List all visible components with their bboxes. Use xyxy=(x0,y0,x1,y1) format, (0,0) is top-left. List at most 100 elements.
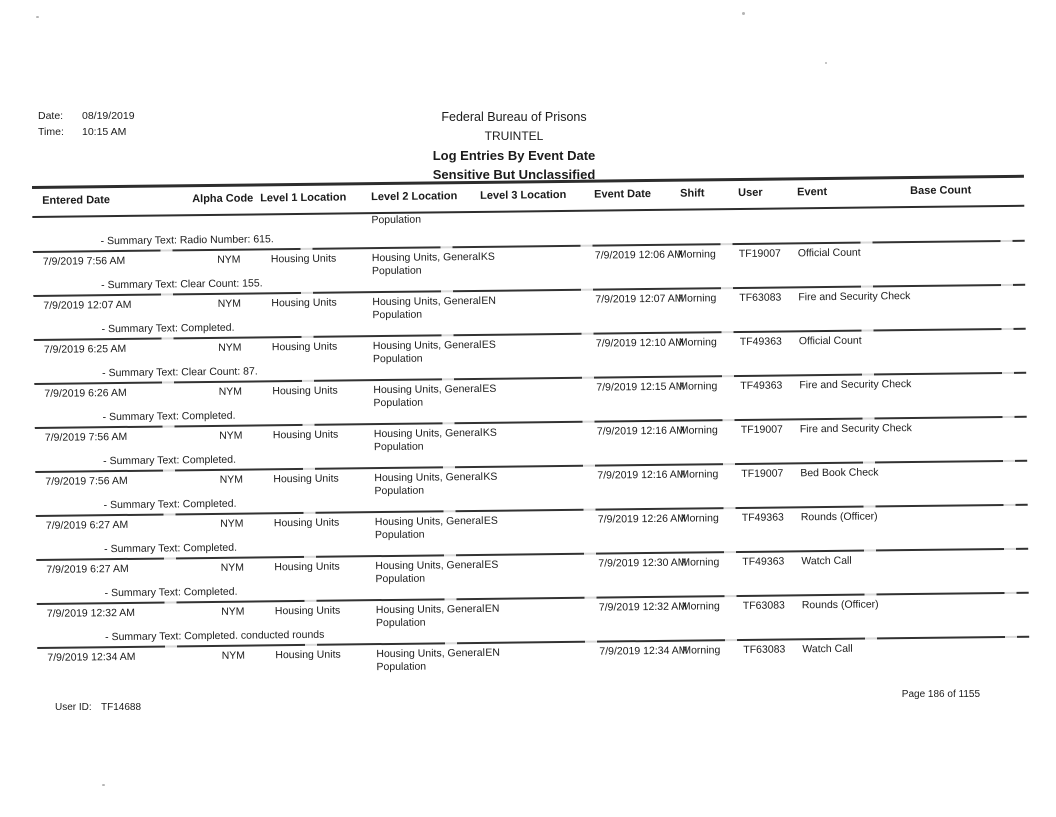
cell-event-date: 7/9/2019 12:06 AM xyxy=(594,248,684,262)
cell-alpha-code: NYM xyxy=(220,517,244,530)
cell-shift: Morning xyxy=(677,248,716,261)
cell-user: TF49363 xyxy=(742,555,785,568)
cell-shift: Morning xyxy=(682,644,721,657)
user-id-label: User ID: xyxy=(55,702,92,713)
cell-entered-date: 7/9/2019 12:07 AM xyxy=(43,298,132,312)
cell-event: Official Count xyxy=(797,246,861,260)
cell-event: Watch Call xyxy=(801,554,852,568)
cell-level3-location: EN xyxy=(481,294,496,307)
log-entries-table: Entered Date Alpha Code Level 1 Location… xyxy=(32,174,1030,691)
cell-alpha-code: NYM xyxy=(219,429,243,442)
cell-alpha-code: NYM xyxy=(219,473,244,486)
cell-event-date: 7/9/2019 12:32 AM xyxy=(598,600,688,614)
cell-user: TF49363 xyxy=(740,379,783,392)
table-rows: 7/9/2019 7:56 AM NYM Housing Units Housi… xyxy=(32,239,1030,691)
cell-level3-location: ES xyxy=(483,514,498,527)
cell-level3-location: EN xyxy=(485,646,500,659)
cell-entered-date: 7/9/2019 7:56 AM xyxy=(45,474,128,488)
cell-level2-location: Housing Units, General Population xyxy=(371,250,481,278)
org-title: Federal Bureau of Prisons xyxy=(441,110,587,124)
report-date-label: Date: xyxy=(38,110,64,122)
report-meta: Date: 08/19/2019 Time: 10:15 AM xyxy=(38,110,135,142)
cell-user: TF63083 xyxy=(743,643,786,656)
cell-entered-date: 7/9/2019 7:56 AM xyxy=(44,430,128,444)
cell-level1-location: Housing Units xyxy=(274,604,341,618)
cell-alpha-code: NYM xyxy=(218,385,243,398)
report-time-value: 10:15 AM xyxy=(82,126,127,138)
cell-event: Fire and Security Check xyxy=(799,422,912,436)
cell-event-date: 7/9/2019 12:10 AM xyxy=(595,336,685,350)
cell-event-date: 7/9/2019 12:30 AM xyxy=(598,556,687,570)
cell-entered-date: 7/9/2019 6:27 AM xyxy=(46,562,129,576)
col-entered-date: Entered Date xyxy=(42,194,111,207)
cell-alpha-code: NYM xyxy=(217,297,242,310)
cell-alpha-code: NYM xyxy=(218,341,242,354)
cell-event-date: 7/9/2019 12:34 AM xyxy=(599,644,688,658)
col-level1-location: Level 1 Location xyxy=(260,191,347,205)
cell-level2-location: Housing Units, General Population xyxy=(372,338,482,366)
cell-alpha-code: NYM xyxy=(217,253,241,266)
col-event: Event xyxy=(797,185,828,199)
cell-alpha-code: NYM xyxy=(220,561,245,574)
cell-event: Bed Book Check xyxy=(800,466,879,480)
col-shift: Shift xyxy=(680,187,705,200)
cell-alpha-code: NYM xyxy=(221,649,246,662)
cell-level2-location: Housing Units, General Population xyxy=(372,294,481,322)
cell-level3-location: ES xyxy=(484,558,499,571)
scan-speck xyxy=(825,62,827,64)
report-date: Date: 08/19/2019 xyxy=(38,110,135,122)
cell-level1-location: Housing Units xyxy=(271,296,337,310)
page-number: Page 186 of 1155 xyxy=(901,689,980,700)
cell-event: Rounds (Officer) xyxy=(800,510,878,524)
cell-entered-date: 7/9/2019 7:56 AM xyxy=(42,254,126,268)
cell-level2-location: Housing Units, General Population xyxy=(376,646,485,674)
cell-event: Watch Call xyxy=(802,642,853,656)
report-date-value: 08/19/2019 xyxy=(82,110,135,122)
cell-entered-date: 7/9/2019 6:27 AM xyxy=(45,518,129,532)
col-level2-location: Level 2 Location xyxy=(371,190,458,204)
cell-entered-date: 7/9/2019 6:25 AM xyxy=(43,342,127,356)
cell-shift: Morning xyxy=(681,556,720,569)
cell-user: TF19007 xyxy=(741,467,784,480)
cell-shift: Morning xyxy=(681,600,720,613)
cell-event: Official Count xyxy=(798,334,862,348)
cell-level2-location: Housing Units, General Population xyxy=(374,470,483,498)
cell-level1-location: Housing Units xyxy=(272,428,339,442)
cell-level3-location: KS xyxy=(483,470,498,483)
report-time: Time: 10:15 AM xyxy=(38,126,135,138)
cell-level3-location: KS xyxy=(480,250,495,263)
system-title: TRUINTEL xyxy=(484,129,544,143)
cell-alpha-code: NYM xyxy=(221,605,245,618)
cell-user: TF63083 xyxy=(742,599,785,612)
col-base-count: Base Count xyxy=(910,184,972,198)
cell-user: TF49363 xyxy=(739,335,782,348)
cell-level1-location: Housing Units xyxy=(271,340,338,354)
classification-label: Sensitive But Unclassified xyxy=(432,167,596,182)
carryover-level2-continuation: Population xyxy=(371,213,422,227)
cell-entered-date: 7/9/2019 6:26 AM xyxy=(44,386,127,400)
cell-level1-location: Housing Units xyxy=(275,648,341,662)
cell-level2-location: Housing Units, General Population xyxy=(375,558,484,586)
cell-event-date: 7/9/2019 12:16 AM xyxy=(596,424,686,438)
cell-shift: Morning xyxy=(680,468,719,481)
cell-level2-location: Housing Units, General Population xyxy=(375,602,485,630)
cell-level1-location: Housing Units xyxy=(272,384,338,398)
cell-user: TF49363 xyxy=(741,511,784,524)
report-name: Log Entries By Event Date xyxy=(432,148,596,163)
cell-event-date: 7/9/2019 12:15 AM xyxy=(596,380,685,394)
cell-level1-location: Housing Units xyxy=(274,560,340,574)
col-user: User xyxy=(738,186,763,199)
cell-user: TF63083 xyxy=(739,291,782,304)
cell-event-date: 7/9/2019 12:16 AM xyxy=(597,468,686,482)
report-time-label: Time: xyxy=(38,126,64,138)
cell-user: TF19007 xyxy=(740,423,783,436)
col-level3-location: Level 3 Location xyxy=(480,188,567,202)
scan-speck xyxy=(36,16,39,18)
cell-event: Fire and Security Check xyxy=(798,290,911,304)
cell-event: Fire and Security Check xyxy=(799,378,912,392)
col-event-date: Event Date xyxy=(594,187,652,201)
cell-level3-location: ES xyxy=(481,338,496,351)
cell-event: Rounds (Officer) xyxy=(801,598,879,612)
cell-entered-date: 7/9/2019 12:32 AM xyxy=(46,606,136,620)
